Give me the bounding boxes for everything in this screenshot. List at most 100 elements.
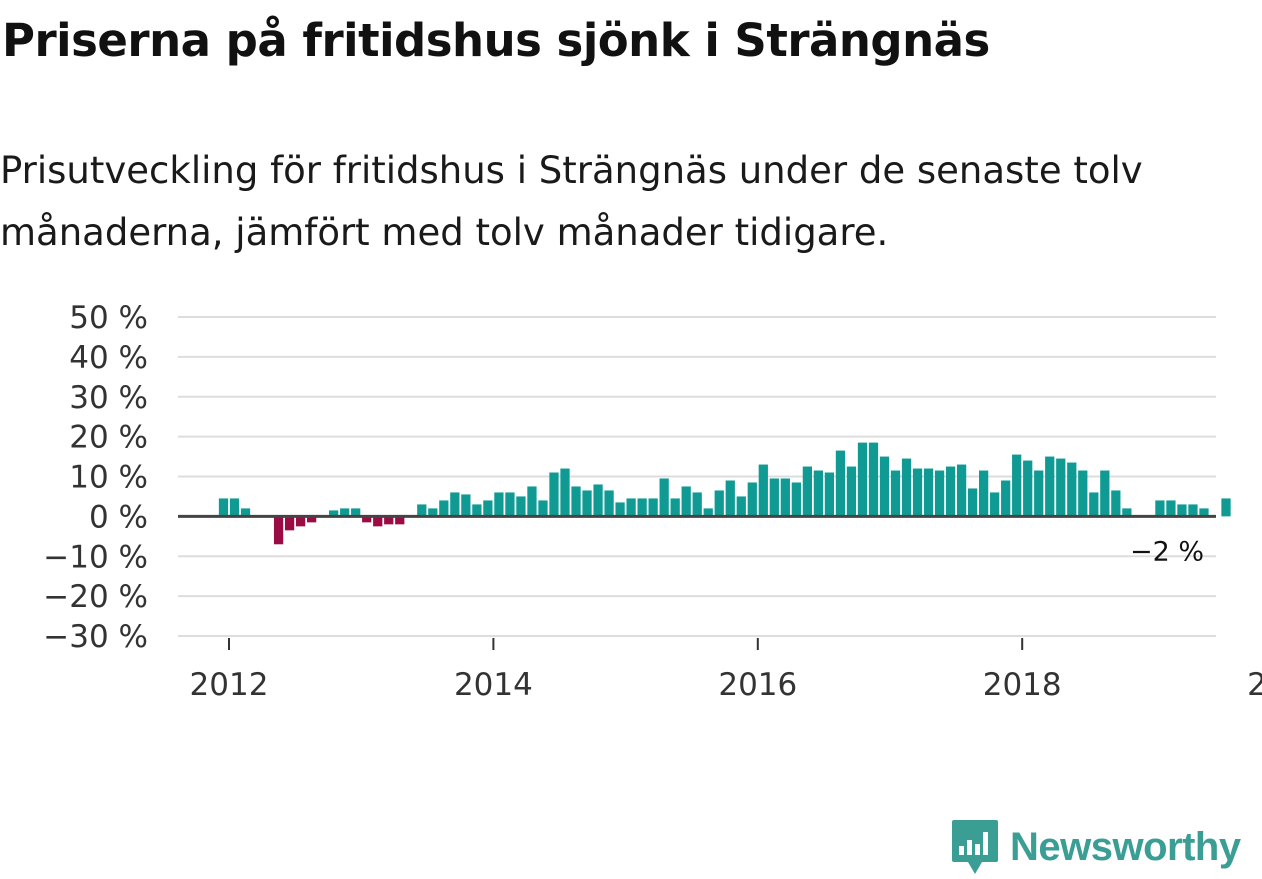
bar: [373, 516, 383, 527]
bar: [1188, 504, 1198, 517]
newsworthy-logo-icon: [952, 820, 998, 874]
bar: [835, 450, 846, 517]
bar: [1122, 508, 1132, 517]
bar: [516, 496, 526, 517]
bar: [1012, 454, 1022, 517]
bar: [527, 486, 537, 517]
bar: [857, 442, 868, 517]
bar: [439, 500, 449, 517]
bar: [417, 504, 427, 517]
bar: [1221, 498, 1231, 517]
bar: [747, 482, 757, 517]
bar: [879, 456, 890, 517]
bar: [758, 464, 768, 517]
bar: [979, 470, 989, 517]
y-tick-label: 50 %: [69, 300, 148, 336]
bar: [494, 492, 504, 517]
bar-series: [218, 442, 1231, 545]
bar: [824, 472, 835, 517]
bar: [549, 472, 559, 517]
bar: [571, 486, 581, 517]
bar: [725, 480, 735, 517]
bar: [329, 510, 339, 517]
bar: [229, 498, 240, 517]
bar: [780, 478, 790, 517]
bar: [273, 516, 284, 545]
bar: [351, 508, 361, 517]
bar: [593, 484, 603, 517]
bar: [791, 482, 801, 517]
y-tick-label: 20 %: [69, 420, 148, 456]
y-tick-label: −20 %: [43, 579, 148, 615]
bar: [670, 498, 680, 517]
bar: [637, 498, 647, 517]
bar: [968, 488, 978, 517]
bar: [1199, 508, 1209, 517]
bar: [1155, 500, 1165, 517]
bar: [218, 498, 229, 517]
bar: [384, 516, 394, 525]
bar: [604, 490, 614, 517]
bar: [307, 516, 317, 523]
y-tick-label: −30 %: [43, 619, 148, 655]
bar: [648, 498, 658, 517]
bar: [1177, 504, 1187, 517]
bar: [956, 464, 967, 517]
y-tick-label: −10 %: [43, 539, 148, 575]
x-tick-label: 2018: [983, 667, 1062, 703]
bar: [295, 516, 306, 527]
bar: [901, 458, 912, 517]
x-tick-label: 2012: [190, 667, 269, 703]
x-tick-label: 2016: [718, 667, 797, 703]
bar: [483, 500, 493, 517]
newsworthy-logo: Newsworthy: [950, 818, 1241, 876]
price-change-bar-chart: 50 % 40 % 30 % 20 % 10 %0 % −10 % −20 % −30 % 2…: [43, 300, 1262, 703]
bar: [802, 466, 812, 517]
y-axis-tick-labels: 50 % 40 % 30 % 20 % 10 %0 % −10 % −20 % −30 %: [43, 300, 148, 655]
bar: [890, 470, 901, 517]
bar: [923, 468, 934, 517]
bar: [395, 516, 405, 525]
bar: [1111, 490, 1121, 517]
bar: [626, 498, 636, 517]
bar: [1034, 470, 1044, 517]
bar: [472, 504, 482, 517]
grid-lines: [178, 316, 1216, 637]
bar: [934, 470, 945, 517]
bar: [945, 466, 956, 517]
bar: [450, 492, 460, 517]
bar: [681, 486, 691, 517]
bar: [582, 490, 592, 517]
bar: [538, 500, 548, 517]
bar: [1067, 462, 1077, 517]
bar: [1089, 492, 1099, 517]
last-value-label: −2 %: [1130, 536, 1204, 567]
x-axis-ticks: 20122014201620182020202220242026: [190, 638, 1262, 703]
bar: [659, 478, 669, 517]
bar: [1001, 480, 1011, 517]
bar: [428, 508, 438, 517]
x-tick-label: 2014: [454, 667, 533, 703]
bar: [846, 466, 857, 517]
bar: [1100, 470, 1110, 517]
bar: [1023, 460, 1033, 517]
bar: [912, 468, 923, 517]
y-tick-label: 10 %: [69, 460, 148, 496]
newsworthy-logo-text: Newsworthy: [1010, 824, 1241, 869]
bar: [505, 492, 515, 517]
bar: [990, 492, 1000, 517]
page-title: Priserna på fritidshus sjönk i Strängnäs: [2, 14, 990, 67]
bar: [736, 496, 746, 517]
y-tick-label: 40 %: [69, 340, 148, 376]
bar: [714, 490, 724, 517]
bar: [868, 442, 879, 517]
bar: [560, 468, 570, 517]
bar: [1166, 500, 1176, 517]
bar: [284, 516, 295, 531]
y-tick-label: 30 %: [69, 380, 148, 416]
bar: [1078, 470, 1088, 517]
bar: [703, 508, 713, 517]
bar: [362, 516, 372, 523]
bar: [615, 502, 625, 517]
bar: [692, 492, 702, 517]
